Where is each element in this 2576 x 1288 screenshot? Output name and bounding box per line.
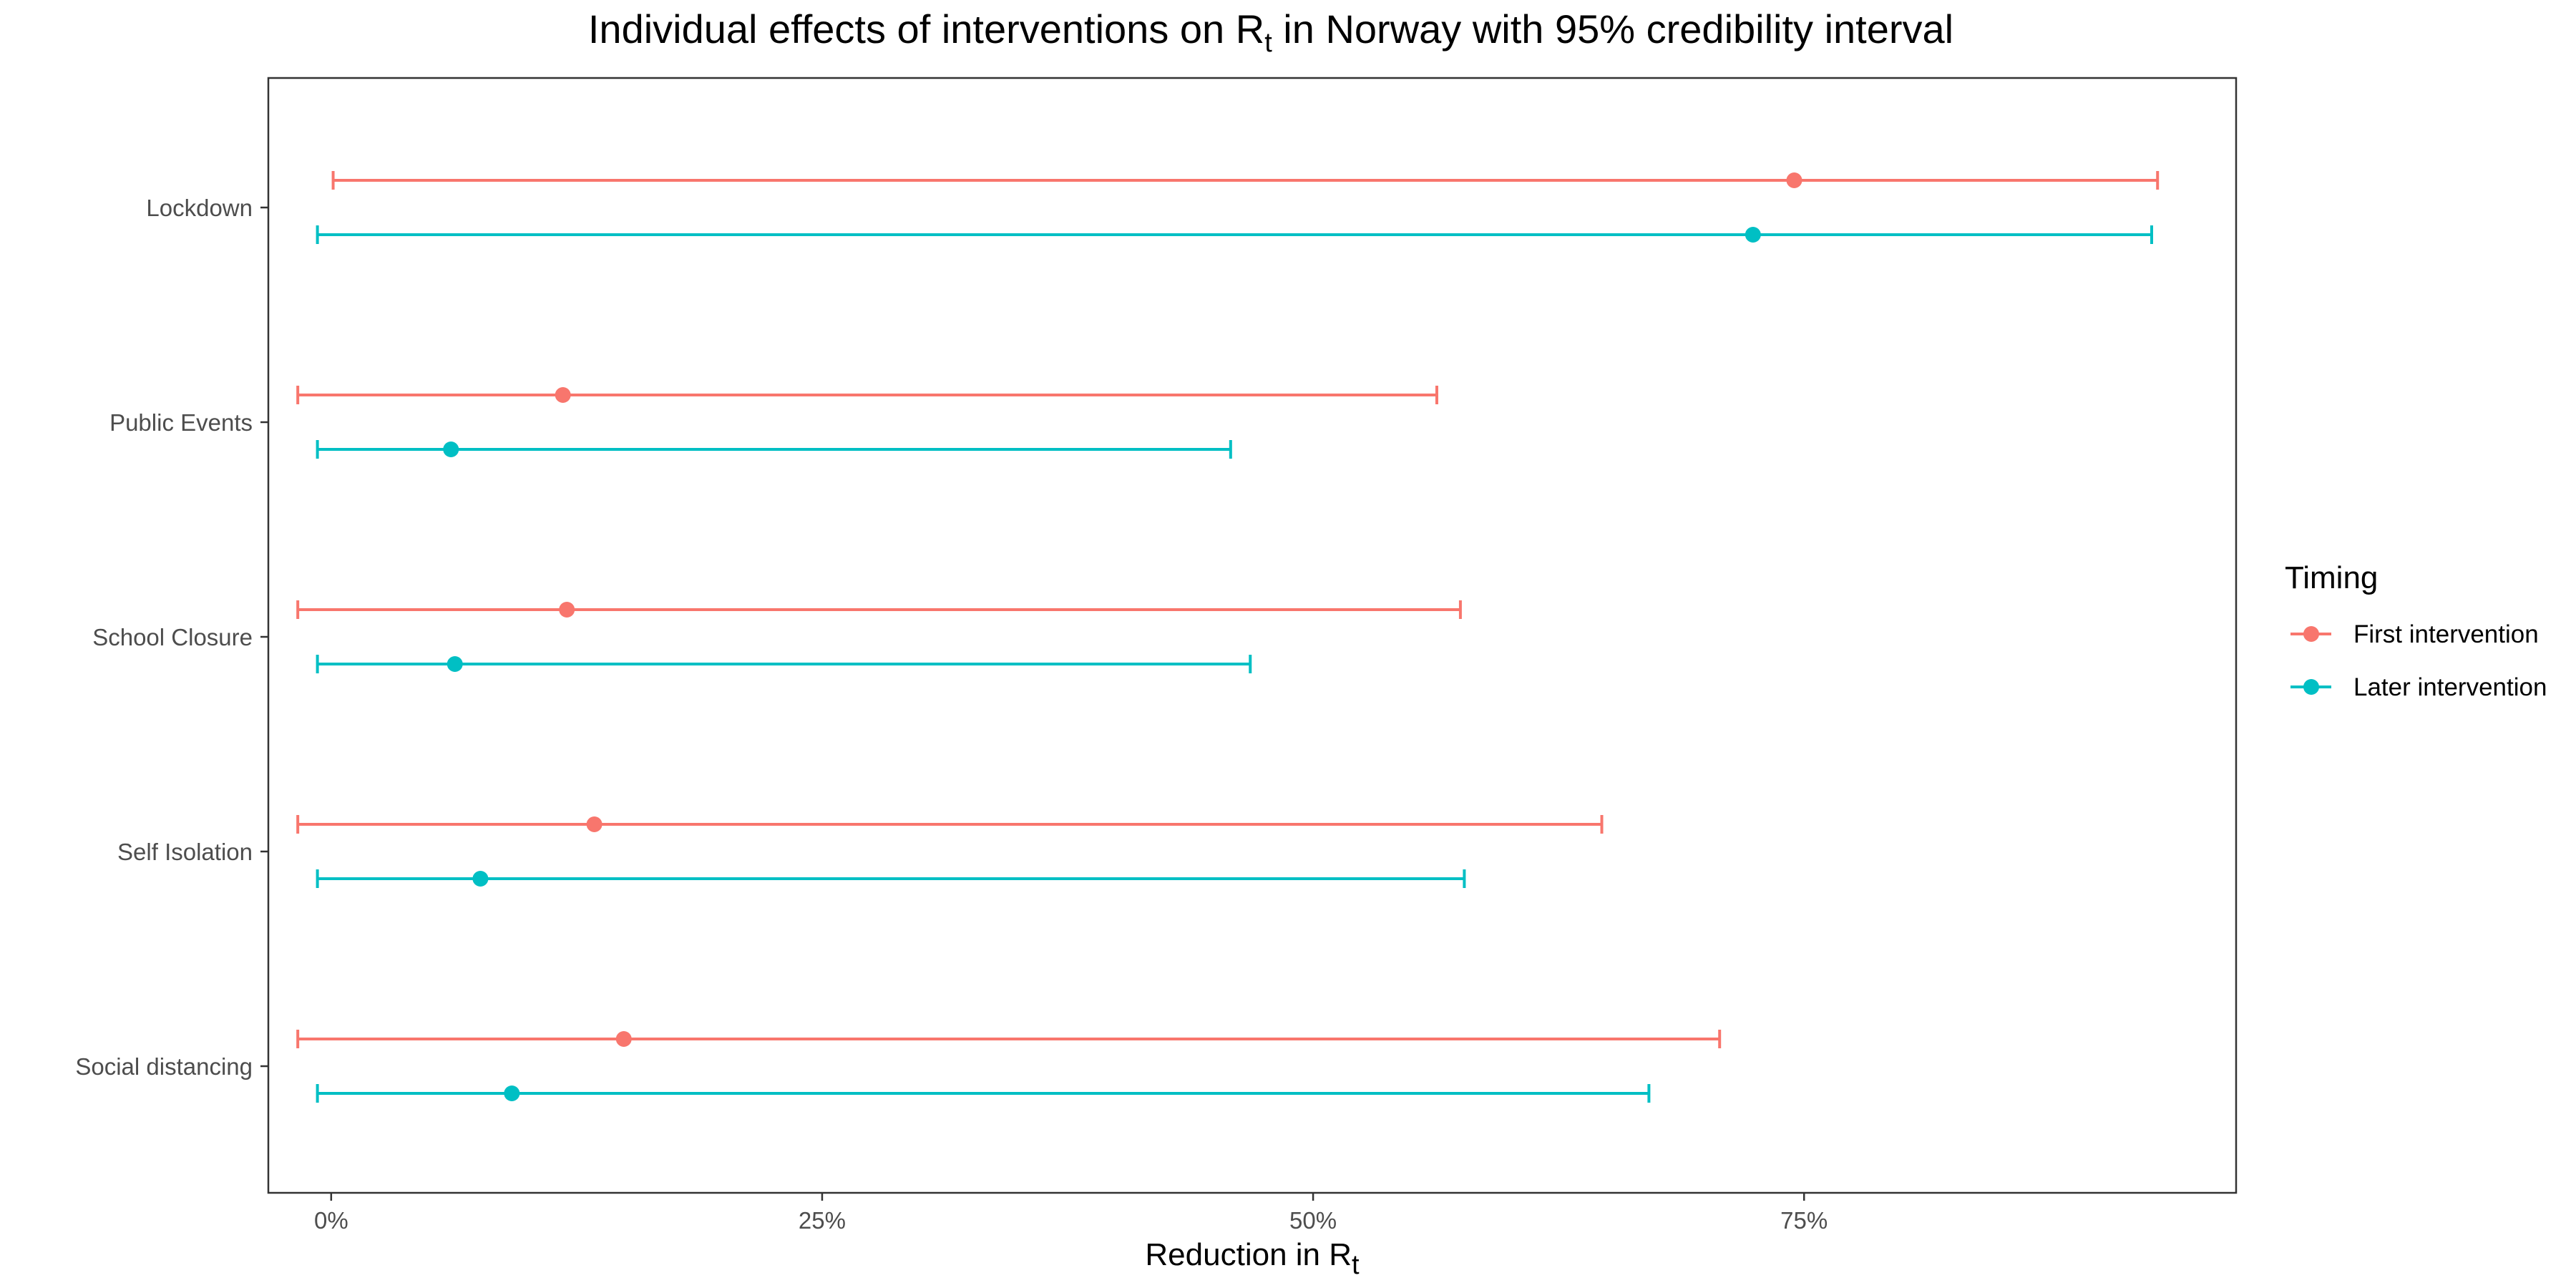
xlabel-text: Reduction in (1145, 1237, 1329, 1272)
title-suffix: with 95% credibility interval (1461, 6, 1953, 52)
legend-title: Timing (2285, 560, 2378, 595)
estimate-point (472, 871, 489, 887)
legend-label: Later intervention (2353, 673, 2547, 701)
title-symbol: R (1236, 6, 1264, 52)
estimate-point (615, 1031, 632, 1047)
legend-key-point (2303, 626, 2319, 642)
legend: Timing First intervention Later intervent… (2285, 560, 2547, 701)
estimate-point (447, 656, 463, 672)
x-tick-label: 0% (314, 1207, 348, 1234)
title-subscript: t (1264, 28, 1272, 58)
legend-label: First intervention (2353, 620, 2539, 648)
y-tick-label: Lockdown (146, 195, 253, 221)
y-tick-label: Social distancing (75, 1053, 253, 1080)
series-first-intervention (296, 171, 2160, 1048)
plot-panel (267, 77, 2238, 1194)
x-tick-label: 75% (1780, 1207, 1828, 1234)
title-middle: in (1272, 6, 1326, 52)
x-axis-title: Reduction in Rt (1145, 1237, 1360, 1280)
legend-entries: First intervention Later intervention (2290, 620, 2547, 701)
estimate-point (504, 1085, 520, 1101)
estimate-point (555, 387, 571, 403)
y-tick-label: Self Isolation (117, 839, 253, 865)
xlabel-symbol: R (1329, 1237, 1352, 1272)
estimate-point (586, 816, 602, 832)
estimate-point (1745, 227, 1761, 243)
legend-key-point (2303, 679, 2319, 695)
estimate-point (559, 602, 575, 618)
x-tick-label: 50% (1289, 1207, 1337, 1234)
y-tick-label: School Closure (92, 624, 253, 650)
x-tick-label: 25% (799, 1207, 846, 1234)
y-tick-label: Public Events (109, 409, 253, 436)
estimate-point (443, 441, 459, 457)
series-later-intervention (316, 225, 2153, 1103)
chart-title: Individual effects of interventions on R… (588, 6, 1953, 58)
estimate-point (1786, 172, 1802, 188)
x-axis: 0% 25% 50% 75% (314, 1193, 1828, 1234)
xlabel-subscript: t (1352, 1250, 1360, 1280)
title-prefix: Individual effects of interventions on (588, 6, 1236, 52)
y-axis: Lockdown Public Events School Closure Self … (75, 195, 268, 1080)
data-marks (296, 171, 2160, 1103)
title-country: Norway (1325, 6, 1461, 52)
